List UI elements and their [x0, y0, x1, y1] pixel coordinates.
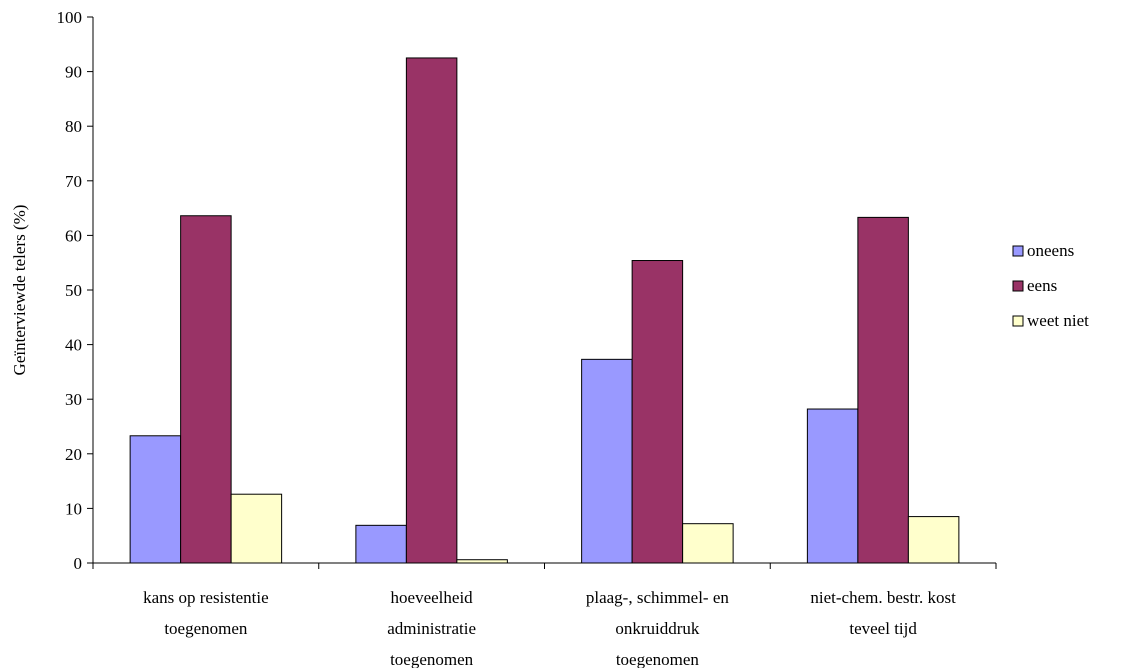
x-axis [92, 562, 997, 569]
legend: oneens eens weet niet [1012, 241, 1089, 330]
y-tick-label: 0 [74, 554, 83, 573]
bar-eens-2 [631, 260, 684, 564]
y-tick-label: 30 [65, 390, 82, 409]
y-tick-label: 40 [65, 336, 82, 355]
y-tick-label: 50 [65, 281, 82, 300]
category-label: teveel tijd [849, 619, 917, 638]
category-label: onkruiddruk [615, 619, 700, 638]
bar-weet-niet-3 [907, 516, 960, 564]
bars [129, 57, 960, 564]
y-tick-label: 60 [65, 226, 82, 245]
category-label: plaag-, schimmel- en [586, 588, 730, 607]
bar-weet-niet-2 [682, 523, 734, 564]
y-axis-title: Geïnterviewde telers (%) [10, 205, 29, 376]
bar-weet-niet-0 [230, 493, 283, 564]
category-label: toegenomen [390, 650, 474, 668]
legend-label: weet niet [1027, 311, 1089, 330]
category-label: niet-chem. bestr. kost [810, 588, 956, 607]
y-tick-label: 100 [57, 8, 83, 27]
legend-swatch [1012, 315, 1024, 327]
y-tick-label: 10 [65, 499, 82, 518]
category-label: toegenomen [164, 619, 248, 638]
bar-oneens-3 [806, 408, 859, 564]
y-tick-label: 20 [65, 445, 82, 464]
bar-oneens-0 [129, 435, 182, 564]
y-tick-label: 80 [65, 117, 82, 136]
category-label: kans op resistentie [143, 588, 269, 607]
legend-swatch [1012, 280, 1024, 292]
legend-swatch [1012, 245, 1024, 257]
legend-label: oneens [1027, 241, 1074, 260]
y-tick-label: 70 [65, 172, 82, 191]
y-axis: 0 10 20 30 40 50 60 70 80 90 100 [57, 8, 94, 573]
category-labels: kans op resistentie toegenomen hoeveelheid… [143, 588, 956, 668]
category-label: hoeveelheid [391, 588, 474, 607]
category-label: toegenomen [616, 650, 700, 668]
bar-oneens-2 [581, 358, 633, 564]
legend-label: eens [1027, 276, 1057, 295]
bar-weet-niet-1 [456, 559, 508, 564]
y-tick-label: 90 [65, 63, 82, 82]
bar-eens-1 [405, 57, 458, 564]
bar-oneens-1 [355, 524, 407, 564]
category-label: administratie [387, 619, 476, 638]
bar-eens-3 [857, 216, 909, 564]
bar-eens-0 [180, 215, 232, 564]
